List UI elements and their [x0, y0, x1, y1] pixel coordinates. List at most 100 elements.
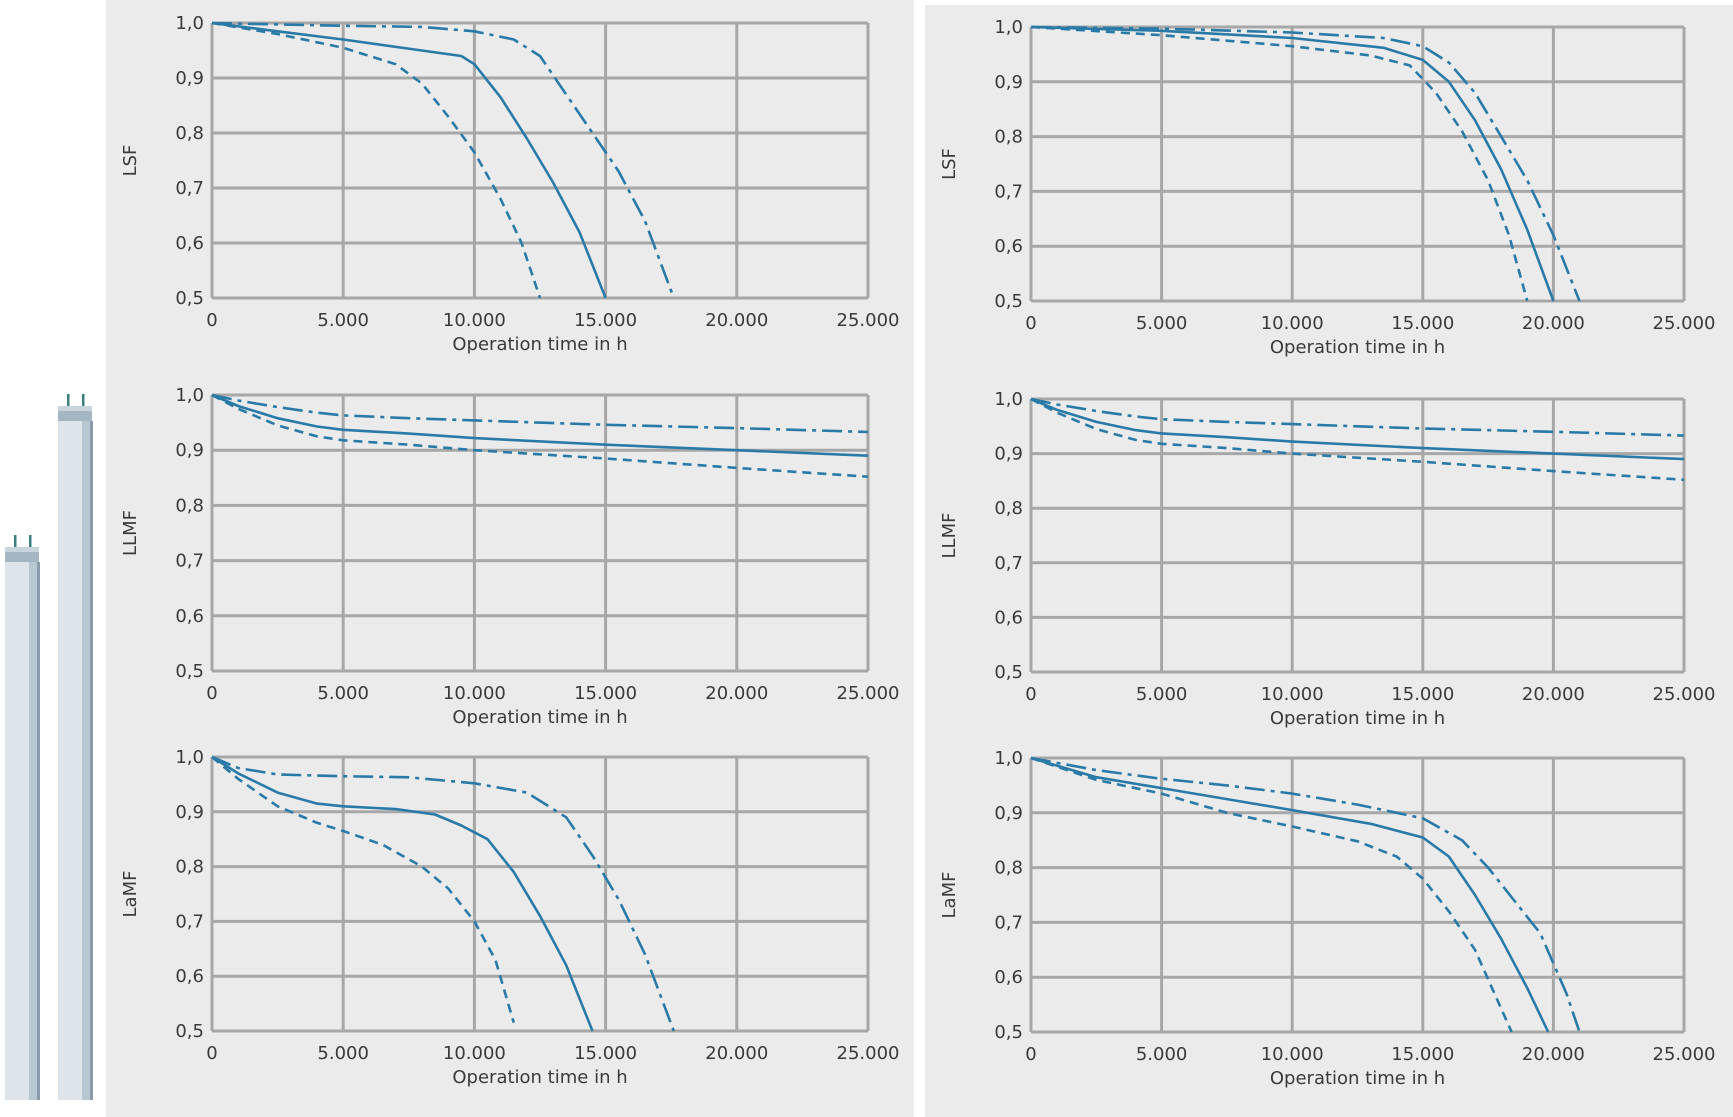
x-axis-title: Operation time in h — [1270, 337, 1445, 358]
x-tick-label: 20.000 — [1522, 684, 1585, 705]
y-tick-label: 0,6 — [994, 607, 1023, 628]
x-tick-label: 0 — [206, 1043, 217, 1064]
y-tick-label: 0,9 — [994, 72, 1023, 93]
x-tick-label: 5.000 — [317, 683, 369, 704]
x-tick-label: 10.000 — [443, 1043, 506, 1064]
series-line-solid — [1030, 25, 1555, 302]
series-line-dashed — [211, 393, 869, 478]
chart-6: 0 5.000 10.000 15.000 20.000 25.000 0,5 0,6 0,7 0… — [939, 748, 1715, 1089]
x-tick-label: 10.000 — [1261, 313, 1324, 334]
y-tick-label: 0,9 — [175, 802, 204, 823]
y-axis-title: LSF — [120, 145, 141, 177]
x-tick-label: 15.000 — [1391, 313, 1454, 334]
x-tick-label: 25.000 — [1653, 1044, 1716, 1065]
y-axis-title: LaMF — [120, 871, 141, 918]
y-tick-label: 0,8 — [175, 123, 204, 144]
x-tick-label: 10.000 — [1261, 684, 1324, 705]
series-line-dashdot — [211, 393, 869, 434]
y-tick-label: 0,6 — [994, 967, 1023, 988]
x-axis-title: Operation time in h — [1270, 708, 1445, 729]
x-axis-title: Operation time in h — [452, 1067, 627, 1088]
y-axis-title: LLMF — [120, 510, 141, 556]
x-tick-label: 0 — [206, 683, 217, 704]
y-tick-label: 0,5 — [175, 288, 204, 309]
series-line-dashdot — [211, 21, 676, 299]
series-line-solid — [1030, 756, 1550, 1033]
x-axis-title: Operation time in h — [1270, 1068, 1445, 1089]
x-tick-label: 20.000 — [705, 310, 768, 331]
x-tick-label: 5.000 — [1136, 684, 1188, 705]
series-line-dashed — [1030, 25, 1529, 302]
x-tick-label: 15.000 — [574, 310, 637, 331]
y-tick-label: 1,0 — [175, 385, 204, 406]
left-panel-background — [106, 0, 914, 1117]
y-tick-label: 0,6 — [175, 233, 204, 254]
y-tick-label: 0,7 — [175, 911, 204, 932]
x-tick-label: 20.000 — [1522, 1044, 1585, 1065]
x-tick-label: 10.000 — [443, 683, 506, 704]
y-tick-label: 0,9 — [175, 68, 204, 89]
series-line-dashed — [211, 756, 516, 1024]
y-tick-label: 0,8 — [175, 495, 204, 516]
y-tick-label: 1,0 — [994, 17, 1023, 38]
y-tick-label: 0,5 — [994, 1022, 1023, 1043]
series-line-dashdot — [1030, 397, 1685, 437]
y-tick-label: 0,8 — [994, 498, 1023, 519]
y-tick-label: 1,0 — [175, 747, 204, 768]
y-axis-title: LaMF — [939, 872, 960, 919]
x-tick-label: 0 — [206, 310, 217, 331]
y-tick-label: 0,8 — [175, 857, 204, 878]
chart-3: 0 5.000 10.000 15.000 20.000 25.000 0,5 0,6 0,7 0… — [120, 385, 899, 728]
y-axis-title: LSF — [939, 148, 960, 180]
series-line-dashed — [1030, 756, 1513, 1033]
y-tick-label: 0,5 — [994, 662, 1023, 683]
x-tick-label: 25.000 — [837, 683, 900, 704]
series-line-solid — [211, 393, 869, 457]
right-panel-background — [925, 5, 1733, 1117]
x-tick-label: 20.000 — [705, 683, 768, 704]
x-tick-label: 10.000 — [1261, 1044, 1324, 1065]
x-tick-label: 15.000 — [1391, 1044, 1454, 1065]
x-tick-label: 25.000 — [1653, 313, 1716, 334]
y-tick-label: 0,6 — [175, 606, 204, 627]
x-tick-label: 5.000 — [317, 1043, 369, 1064]
y-tick-label: 0,7 — [994, 181, 1023, 202]
chart-4: 0 5.000 10.000 15.000 20.000 25.000 0,5 0,6 0,7 0… — [939, 389, 1715, 729]
y-tick-label: 0,9 — [175, 440, 204, 461]
x-tick-label: 25.000 — [1653, 684, 1716, 705]
x-tick-label: 20.000 — [705, 1043, 768, 1064]
chart-2: 0 5.000 10.000 15.000 20.000 25.000 0,5 0,6 0,7 0… — [939, 17, 1715, 358]
short-fluorescent-tube-icon — [5, 535, 40, 1100]
y-tick-label: 0,7 — [175, 178, 204, 199]
y-tick-label: 0,8 — [994, 858, 1023, 879]
y-tick-label: 0,5 — [175, 661, 204, 682]
x-tick-label: 25.000 — [837, 310, 900, 331]
y-tick-label: 0,6 — [994, 236, 1023, 257]
chart-1: 0 5.000 10.000 15.000 20.000 25.000 0,5 0,6 0,7 0… — [120, 13, 899, 355]
x-tick-label: 5.000 — [317, 310, 369, 331]
y-axis-title: LLMF — [939, 513, 960, 559]
x-axis-title: Operation time in h — [452, 334, 627, 355]
x-tick-label: 15.000 — [574, 683, 637, 704]
y-tick-label: 1,0 — [175, 13, 204, 34]
y-tick-label: 0,5 — [994, 291, 1023, 312]
y-tick-label: 0,6 — [175, 966, 204, 987]
y-tick-label: 1,0 — [994, 748, 1023, 769]
x-tick-label: 5.000 — [1136, 1044, 1188, 1065]
x-tick-label: 0 — [1025, 313, 1036, 334]
x-tick-label: 15.000 — [1391, 684, 1454, 705]
x-tick-label: 0 — [1025, 684, 1036, 705]
series-line-solid — [211, 21, 607, 299]
y-tick-label: 0,5 — [175, 1021, 204, 1042]
y-tick-label: 0,7 — [175, 551, 204, 572]
series-line-dashed — [1030, 397, 1685, 482]
series-line-dashdot — [1030, 25, 1581, 302]
series-line-solid — [1030, 397, 1685, 461]
x-axis-title: Operation time in h — [452, 707, 627, 728]
long-fluorescent-tube-icon — [58, 394, 93, 1100]
x-tick-label: 0 — [1025, 1044, 1036, 1065]
series-line-solid — [211, 755, 594, 1032]
y-tick-label: 0,7 — [994, 553, 1023, 574]
y-tick-label: 0,9 — [994, 444, 1023, 465]
